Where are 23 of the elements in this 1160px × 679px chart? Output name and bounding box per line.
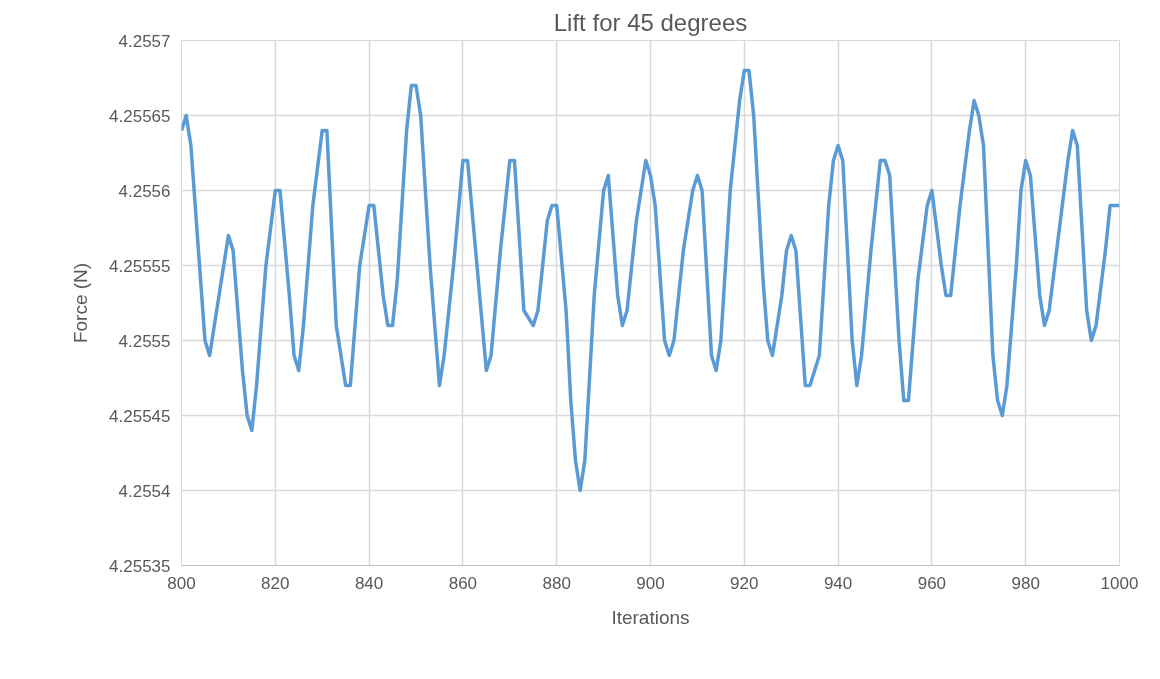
x-tick-label: 860 <box>448 573 478 593</box>
y-tick-label: 4.25565 <box>109 106 171 126</box>
x-tick-label: 880 <box>542 573 571 593</box>
chart-title: Lift for 45 degrees <box>553 8 748 36</box>
x-tick-label: 900 <box>636 573 665 593</box>
x-tick-label: 840 <box>354 573 384 593</box>
x-tick-label: 800 <box>167 573 196 593</box>
y-tick-label: 4.25545 <box>109 406 171 426</box>
x-tick-label: 980 <box>1011 573 1040 593</box>
y-tick-label: 4.25555 <box>109 256 171 276</box>
line-series <box>181 68 1120 493</box>
y-tick-label: 4.2556 <box>118 181 171 201</box>
x-tick-label: 920 <box>730 573 759 593</box>
y-tick-label: 4.2554 <box>118 481 171 501</box>
x-axis-title: Iterations <box>611 606 690 628</box>
x-tick-label: 820 <box>261 573 290 593</box>
y-tick-label: 4.2555 <box>118 331 171 351</box>
y-axis-title: Force (N) <box>70 262 92 344</box>
y-tick-label: 4.25535 <box>109 556 171 576</box>
x-tick-label: 940 <box>823 573 853 593</box>
x-tick-label: 960 <box>917 573 947 593</box>
x-tick-label: 1000 <box>1100 573 1139 593</box>
y-tick-label: 4.2557 <box>118 31 171 51</box>
